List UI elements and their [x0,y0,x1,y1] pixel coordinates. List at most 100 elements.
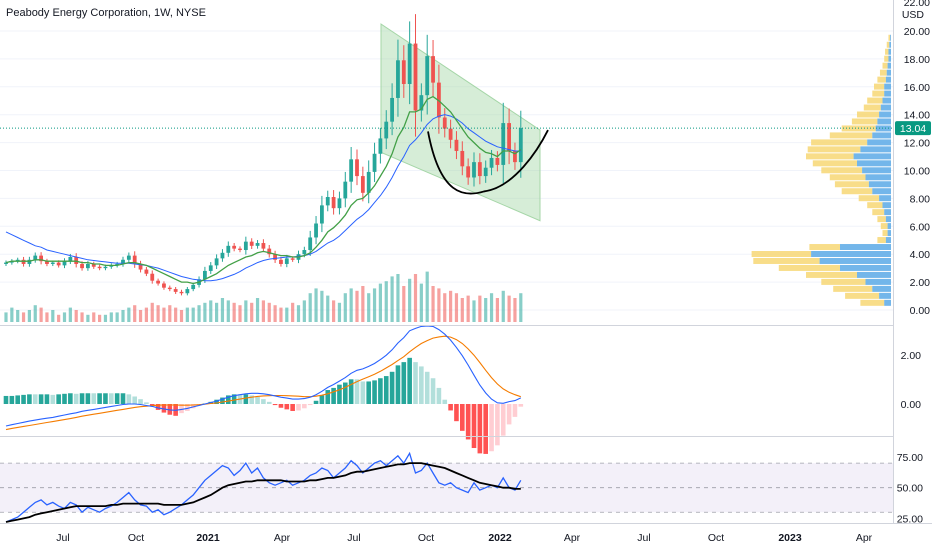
macd-histogram-bar [471,404,477,449]
volume-bar [296,305,301,322]
volume-bar [443,293,447,322]
volume-profile-bar-up [880,223,888,230]
volume-bar [133,305,137,322]
macd-histogram-bar [231,394,237,404]
macd-histogram-bar [109,393,114,404]
macd-histogram-bar [73,393,79,404]
macd-histogram-bar [372,380,377,404]
candle-body [167,287,172,290]
macd-signal-line [5,335,521,431]
candle-body [396,60,400,98]
macd-histogram-bar [296,404,301,411]
volume-bar [519,293,523,322]
volume-profile-bar-down [853,153,891,160]
volume-bar [285,307,289,322]
last-price-label: 13.04 [900,123,926,135]
time-tick-label: Apr [564,532,581,544]
candle-body [320,205,324,224]
candle-body [513,150,517,163]
volume-bar [185,307,189,322]
macd-histogram-bar [313,400,319,404]
rsi-line [5,451,522,523]
macd-histogram-bar [79,393,85,404]
volume-bar [472,300,476,322]
volume-bar [507,295,511,322]
volume-profile-bar-up [867,97,883,104]
candle-body [489,157,494,168]
volume-profile-bar-up [877,76,886,83]
candle-body [50,262,55,264]
macd-histogram-bar [343,382,348,404]
volume-profile-bar-down [888,55,891,62]
macd-histogram-bar [126,394,132,404]
volume-profile-bar-down [879,111,891,118]
candle-body [21,259,26,264]
candle-body [179,291,184,294]
candle-body [220,252,225,259]
candle-body [413,43,418,111]
volume-bar [513,298,517,322]
candle-body [86,263,90,269]
macd-histogram-bar [120,393,126,404]
volume-bar [384,281,388,322]
volume-bar [419,283,423,322]
price-tick-label: 12.00 [904,138,930,150]
time-tick-label: Oct [708,532,724,544]
price-tick-label: 2.00 [910,277,931,289]
macd-histogram-bar [27,394,32,404]
candlesticks [4,14,523,296]
candle-body [97,266,102,269]
candle-body [121,259,125,264]
candle-body [261,243,266,249]
volume-bar [215,302,219,322]
candle-body [33,255,38,260]
candle-body [448,128,453,140]
time-tick-label: Apr [274,532,291,544]
candle-body [255,243,260,246]
candle-body [103,266,108,269]
candle-body [267,248,272,255]
volume-profile-bar-down [890,34,891,41]
volume-profile-bar-down [882,97,891,104]
volume-profile-bar-down [882,202,891,209]
candle-body [80,263,84,269]
price-tick-label: 22.00 [904,0,930,9]
volume-profile-bar-down [884,209,891,216]
candle-body [39,255,43,262]
time-axis[interactable]: Jul Oct 2021 Apr Jul Oct 2022 Apr Jul Oct 2023 Apr [56,532,872,544]
candle-body [419,95,424,111]
macd-tick-label: 0.00 [901,399,922,411]
volume-bar [396,274,400,322]
rsi-band [0,462,893,513]
volume-bar [437,288,441,322]
candle-body [74,256,79,264]
volume-profile-bar-down [872,188,891,195]
volume-profile-bar-up [860,299,885,306]
volume-bar [402,286,406,322]
macd-histogram-bar [389,371,395,404]
time-tick-label: Jul [347,532,360,544]
sma-line [5,114,521,282]
macd-histogram-bar [401,362,407,404]
volume-bar [168,305,172,322]
volume-bar [361,286,365,322]
time-tick-label: 2022 [488,532,512,544]
macd-histogram-bar [97,393,102,404]
macd-histogram-bar [220,397,225,404]
macd-histogram-bar [62,393,67,404]
volume-bar [115,312,119,322]
volume-bar [39,307,43,322]
volume-profile-bar-up [841,188,873,195]
macd-histogram-bar [9,395,15,404]
volume-bar [74,310,78,322]
volume-bar [378,283,382,322]
candle-body [279,259,283,264]
cup-curve [427,129,549,195]
volume-profile-bar-down [889,41,891,48]
price-axis[interactable]: 0.00 2.00 4.00 6.00 8.00 10.00 12.00 14.00 16.00… [894,0,932,525]
candle-body [302,250,307,255]
macd-histogram-bar [430,378,436,404]
volume-bar [179,310,184,322]
volume-profile-bar-up [863,104,881,111]
volume-bar [10,307,14,322]
